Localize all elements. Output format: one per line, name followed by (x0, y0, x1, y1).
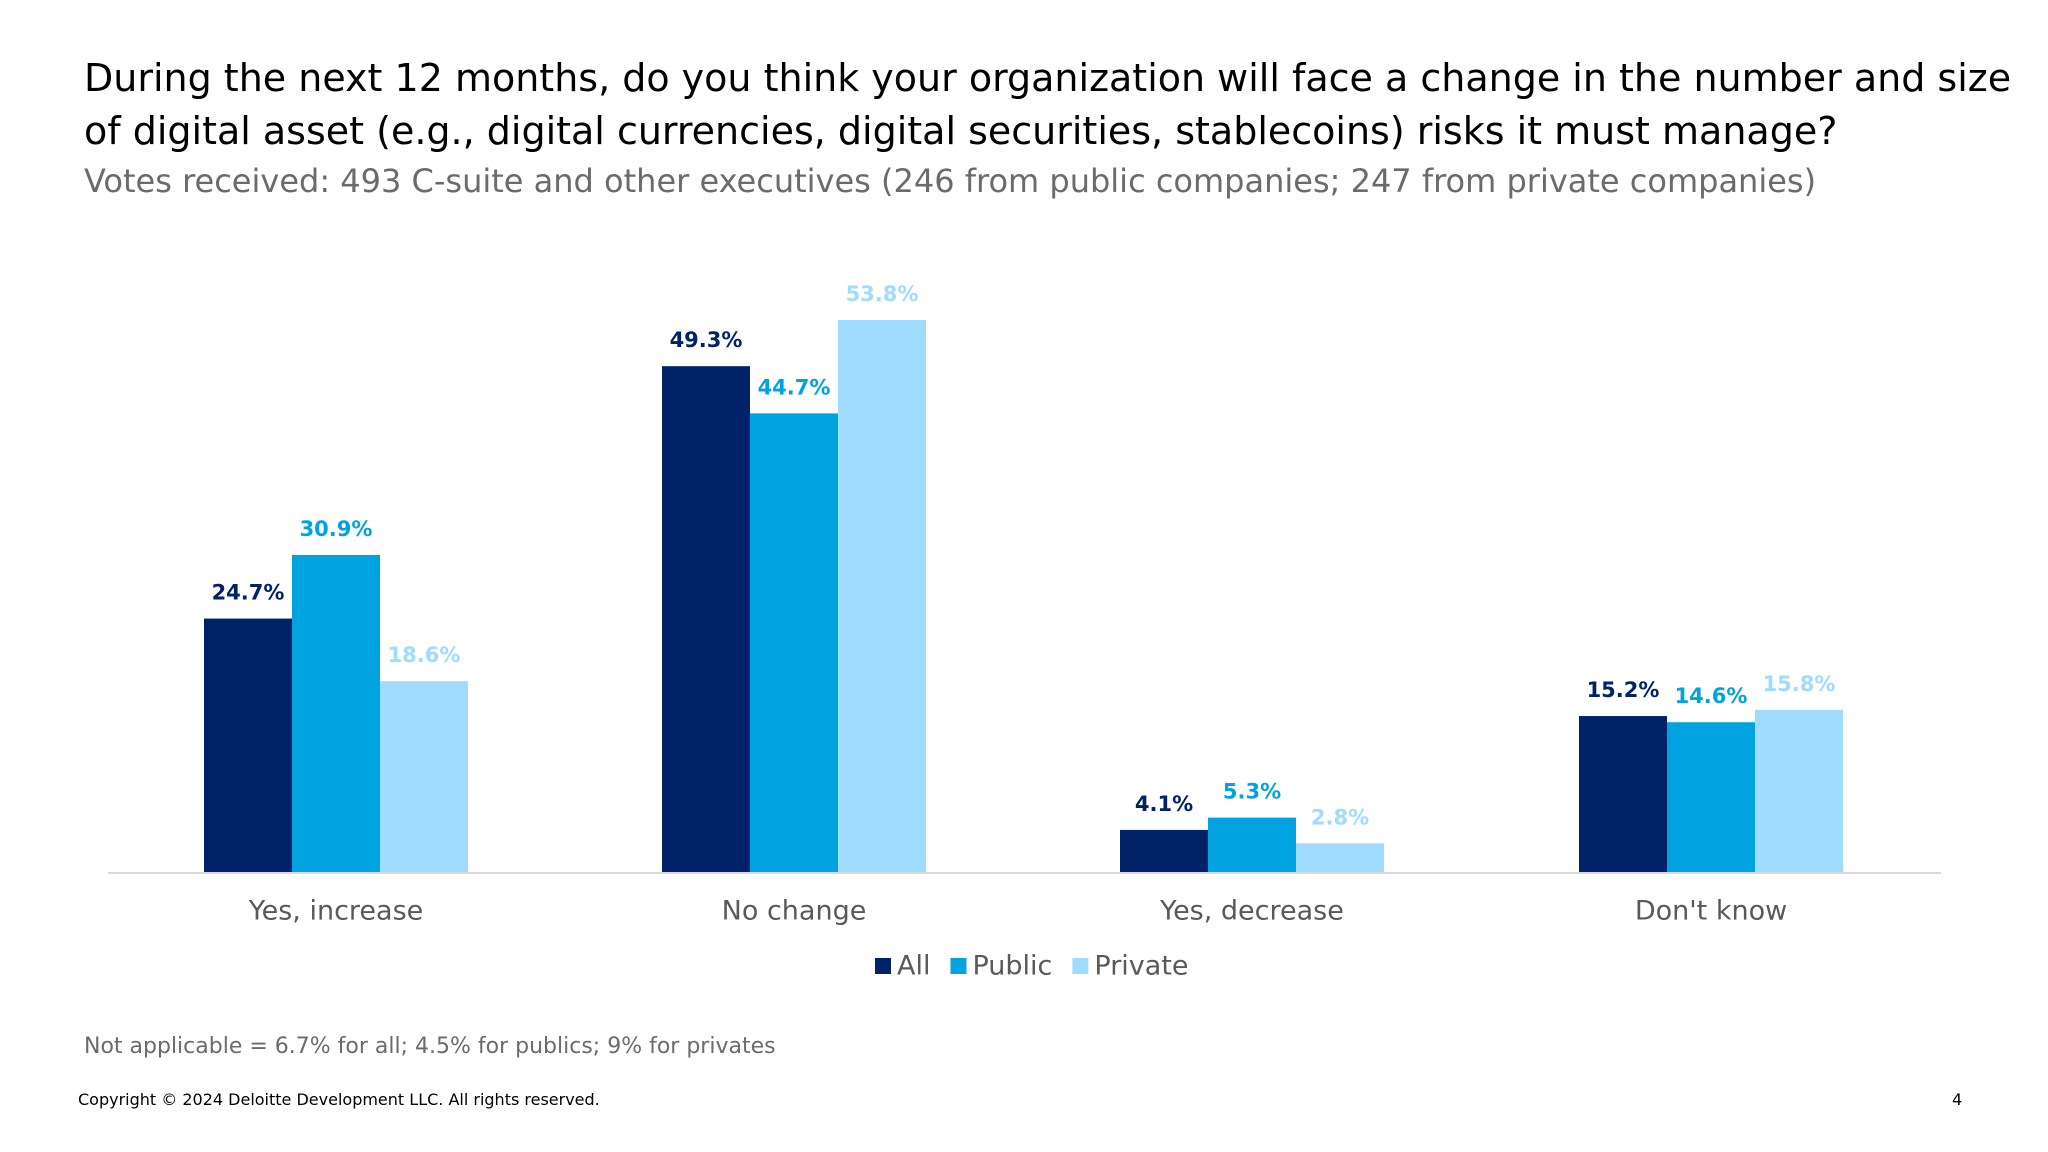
legend-swatch (875, 958, 891, 974)
data-label: 15.2% (1587, 678, 1660, 702)
data-label: 15.8% (1763, 672, 1836, 696)
bar (1667, 722, 1755, 872)
data-label: 2.8% (1311, 805, 1369, 829)
bar (750, 413, 838, 872)
x-tick-label: No change (722, 896, 867, 927)
chart-subtitle: Votes received: 493 C-suite and other ex… (84, 162, 1817, 200)
bar (204, 618, 292, 872)
bar (1579, 716, 1667, 872)
page-number: 4 (1952, 1090, 1963, 1109)
bar (1755, 709, 1843, 872)
bar (662, 366, 750, 872)
data-label: 44.7% (758, 375, 831, 399)
bar (1120, 829, 1208, 872)
bar (1208, 817, 1296, 872)
legend-swatch (1072, 958, 1089, 974)
data-label: 5.3% (1223, 780, 1281, 804)
bar (380, 681, 468, 872)
data-label: 53.8% (846, 282, 919, 306)
legend-label: Private (1094, 951, 1188, 982)
data-label: 14.6% (1675, 684, 1748, 708)
data-label: 18.6% (388, 643, 461, 667)
footnote: Not applicable = 6.7% for all; 4.5% for … (84, 1034, 776, 1059)
legend-label: All (897, 951, 930, 982)
x-tick-label: Yes, decrease (1159, 896, 1344, 927)
bar (292, 554, 380, 872)
x-tick-label: Don't know (1635, 896, 1787, 927)
bar (838, 320, 926, 873)
legend-label: Public (972, 951, 1052, 982)
data-label: 49.3% (670, 328, 743, 352)
data-label: 4.1% (1135, 792, 1193, 816)
copyright: Copyright © 2024 Deloitte Development LL… (78, 1090, 600, 1109)
x-tick-label: Yes, increase (248, 896, 424, 927)
data-label: 24.7% (212, 581, 285, 605)
bar (1296, 843, 1384, 872)
chart-title: During the next 12 months, do you think … (84, 56, 2012, 153)
legend-swatch (950, 958, 967, 974)
data-label: 30.9% (300, 517, 373, 541)
